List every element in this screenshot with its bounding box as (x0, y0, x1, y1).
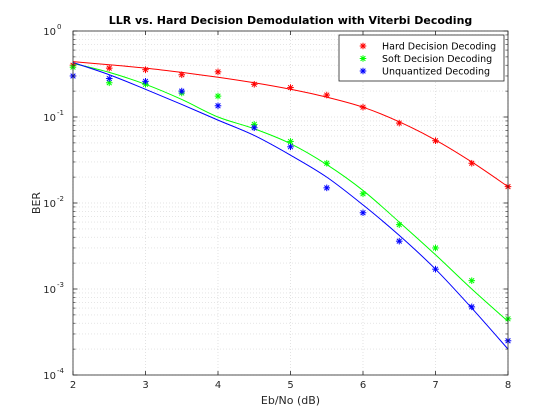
marker-stroke (106, 65, 112, 71)
marker-stroke (106, 75, 112, 82)
x-tick-label: 8 (505, 380, 511, 391)
x-tick-label: 5 (287, 380, 293, 391)
x-axis-label: Eb/No (dB) (261, 394, 320, 407)
x-tick-label: 3 (142, 380, 148, 391)
data-point-series-3 (214, 102, 222, 110)
marker-stroke (360, 68, 366, 74)
data-point-series-2 (395, 221, 403, 228)
y-tick-label: 10 (43, 285, 56, 296)
y-tick-exponent: 0 (57, 23, 61, 31)
legend-box (338, 34, 505, 82)
y-axis-label: BER (30, 192, 43, 214)
marker-stroke (360, 191, 366, 197)
data-point-series-1 (250, 81, 258, 88)
marker-stroke (432, 137, 439, 144)
marker-stroke (179, 88, 185, 94)
data-point-series-1 (105, 64, 113, 72)
marker-stroke (106, 80, 112, 86)
legend-label-3: Unquantized Decoding (382, 67, 490, 78)
marker-stroke (469, 304, 475, 310)
marker-stroke (360, 210, 366, 216)
data-point-series-1 (214, 68, 222, 76)
data-point-series-3 (359, 209, 367, 217)
y-tick-label: 10 (43, 371, 56, 382)
marker-stroke (396, 221, 402, 228)
marker-stroke (287, 144, 294, 150)
data-point-series-1 (395, 119, 403, 127)
y-tick-exponent: -3 (57, 281, 64, 289)
data-point-series-3 (250, 124, 258, 132)
x-tick-label: 4 (215, 380, 221, 391)
marker-stroke (396, 120, 402, 126)
marker-stroke (287, 84, 294, 91)
y-tick-label: 10 (43, 27, 56, 38)
marker-stroke (324, 185, 330, 191)
legend-marker-1 (359, 42, 367, 50)
marker-stroke (469, 160, 475, 166)
data-point-series-3 (395, 237, 403, 245)
data-point-series-1 (468, 159, 476, 167)
data-point-series-1 (287, 84, 294, 91)
y-tick-exponent: -1 (57, 109, 64, 117)
marker-stroke (469, 277, 475, 284)
y-tick-exponent: -2 (57, 195, 64, 203)
marker-stroke (432, 266, 439, 272)
marker-stroke (360, 55, 366, 62)
marker-stroke (360, 43, 366, 49)
marker-stroke (179, 72, 185, 78)
marker-stroke (324, 160, 330, 166)
marker-stroke (287, 138, 294, 145)
marker-stroke (251, 125, 257, 131)
data-point-series-2 (323, 159, 331, 167)
legend-marker-3 (359, 67, 367, 75)
data-point-series-3 (468, 303, 476, 311)
data-point-series-3 (142, 78, 149, 85)
data-point-series-2 (468, 277, 476, 284)
marker-stroke (142, 78, 149, 85)
marker-stroke (324, 92, 330, 98)
data-point-series-3 (287, 143, 294, 151)
data-point-series-2 (359, 190, 367, 198)
data-point-series-1 (432, 137, 439, 145)
x-tick-label: 2 (70, 380, 76, 391)
x-tick-label: 7 (432, 380, 438, 391)
legend-label-2: Soft Decision Decoding (382, 54, 492, 65)
data-point-series-1 (359, 103, 367, 111)
data-point-series-3 (323, 184, 331, 192)
marker-stroke (432, 245, 439, 251)
marker-stroke (215, 69, 221, 75)
y-tick-label: 10 (43, 113, 56, 124)
marker-stroke (215, 103, 221, 109)
x-tick-label: 6 (360, 380, 366, 391)
marker-stroke (360, 104, 366, 110)
legend-marker-2 (359, 55, 367, 62)
marker-stroke (142, 66, 149, 73)
data-point-series-1 (178, 71, 186, 79)
legend-label-1: Hard Decision Decoding (382, 42, 496, 53)
y-tick-label: 10 (43, 199, 56, 210)
chart-title: LLR vs. Hard Decision Demodulation with … (109, 14, 473, 27)
marker-stroke (251, 81, 257, 88)
marker-stroke (215, 93, 221, 99)
data-point-series-1 (142, 66, 149, 73)
data-point-series-2 (432, 244, 439, 252)
y-tick-exponent: -4 (57, 367, 65, 375)
data-point-series-3 (178, 87, 186, 95)
data-point-series-1 (323, 91, 331, 99)
marker-stroke (396, 238, 402, 244)
data-point-series-3 (432, 265, 439, 273)
data-point-series-3 (105, 75, 113, 82)
data-point-series-2 (214, 92, 222, 100)
